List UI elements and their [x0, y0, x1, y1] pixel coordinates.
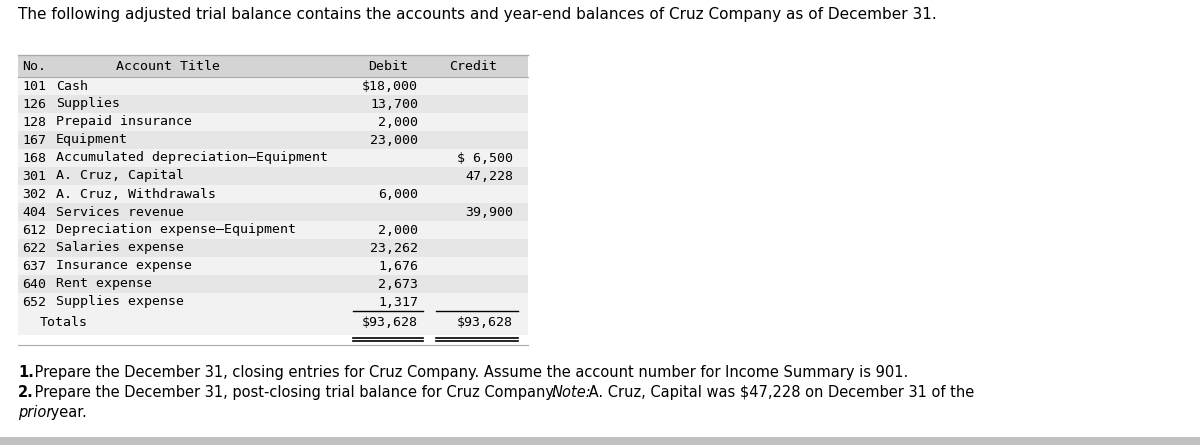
Text: A. Cruz, Capital: A. Cruz, Capital [56, 170, 184, 182]
Text: Cash: Cash [56, 80, 88, 93]
Text: 637: 637 [22, 259, 46, 272]
Text: 302: 302 [22, 187, 46, 201]
Bar [18, 221, 528, 239]
Bar [18, 131, 528, 149]
Text: 23,000: 23,000 [370, 134, 418, 146]
Text: 652: 652 [22, 295, 46, 308]
Text: Note:: Note: [552, 385, 592, 400]
Text: 101: 101 [22, 80, 46, 93]
Text: 167: 167 [22, 134, 46, 146]
Text: 2.: 2. [18, 385, 34, 400]
Bar [0, 437, 1200, 445]
Text: Supplies: Supplies [56, 97, 120, 110]
Bar [18, 257, 528, 275]
Text: $18,000: $18,000 [362, 80, 418, 93]
Text: 612: 612 [22, 223, 46, 236]
Text: Equipment: Equipment [56, 134, 128, 146]
Text: 2,673: 2,673 [378, 278, 418, 291]
Text: 168: 168 [22, 151, 46, 165]
Bar [18, 55, 528, 77]
Text: No.: No. [22, 60, 46, 73]
Text: 128: 128 [22, 116, 46, 129]
Text: $ 6,500: $ 6,500 [457, 151, 514, 165]
Bar [18, 149, 528, 167]
Text: Services revenue: Services revenue [56, 206, 184, 218]
Text: 2,000: 2,000 [378, 116, 418, 129]
Text: A. Cruz, Withdrawals: A. Cruz, Withdrawals [56, 187, 216, 201]
Text: 2,000: 2,000 [378, 223, 418, 236]
Text: Account Title: Account Title [116, 60, 220, 73]
Text: Accumulated depreciation–Equipment: Accumulated depreciation–Equipment [56, 151, 328, 165]
Text: Depreciation expense–Equipment: Depreciation expense–Equipment [56, 223, 296, 236]
Text: Prepare the December 31, closing entries for Cruz Company. Assume the account nu: Prepare the December 31, closing entries… [30, 365, 908, 380]
Text: 1,676: 1,676 [378, 259, 418, 272]
Text: Supplies expense: Supplies expense [56, 295, 184, 308]
Text: 6,000: 6,000 [378, 187, 418, 201]
Text: Totals: Totals [40, 316, 88, 329]
Text: A. Cruz, Capital was $47,228 on December 31 of the: A. Cruz, Capital was $47,228 on December… [584, 385, 974, 400]
Bar [18, 293, 528, 311]
Text: 301: 301 [22, 170, 46, 182]
Text: Rent expense: Rent expense [56, 278, 152, 291]
Text: Prepare the December 31, post-closing trial balance for Cruz Company.: Prepare the December 31, post-closing tr… [30, 385, 562, 400]
Text: prior: prior [18, 405, 53, 420]
Text: 640: 640 [22, 278, 46, 291]
Text: Debit: Debit [368, 60, 408, 73]
Text: Credit: Credit [449, 60, 497, 73]
Text: $93,628: $93,628 [362, 316, 418, 329]
Bar [18, 239, 528, 257]
Bar [18, 113, 528, 131]
Text: 47,228: 47,228 [466, 170, 514, 182]
Bar [18, 167, 528, 185]
Text: 39,900: 39,900 [466, 206, 514, 218]
Text: 23,262: 23,262 [370, 242, 418, 255]
Text: 13,700: 13,700 [370, 97, 418, 110]
Text: 622: 622 [22, 242, 46, 255]
Bar [18, 185, 528, 203]
Text: Salaries expense: Salaries expense [56, 242, 184, 255]
Text: 404: 404 [22, 206, 46, 218]
Text: $93,628: $93,628 [457, 316, 514, 329]
Text: The following adjusted trial balance contains the accounts and year-end balances: The following adjusted trial balance con… [18, 7, 937, 22]
Text: year.: year. [46, 405, 86, 420]
Text: 1.: 1. [18, 365, 34, 380]
Text: 1,317: 1,317 [378, 295, 418, 308]
Text: Insurance expense: Insurance expense [56, 259, 192, 272]
Bar [18, 95, 528, 113]
Bar [18, 311, 528, 335]
Bar [18, 275, 528, 293]
Text: 126: 126 [22, 97, 46, 110]
Bar [18, 203, 528, 221]
Bar [18, 77, 528, 95]
Text: Prepaid insurance: Prepaid insurance [56, 116, 192, 129]
